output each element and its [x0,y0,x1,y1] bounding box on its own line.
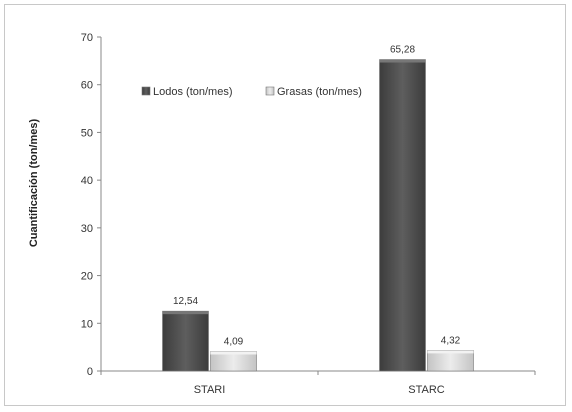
legend-label: Lodos (ton/mes) [153,86,232,98]
y-tick-label: 0 [87,366,93,378]
bar-cap [210,351,257,355]
y-tick-label: 60 [81,80,93,92]
y-tick-label: 40 [81,175,93,187]
y-tick-label: 70 [81,32,93,44]
bar-cap [379,59,426,63]
y-tick-label: 10 [81,318,93,330]
bars: 12,54 4,09 65,28 4,32 [162,45,474,372]
bar-lodos-stari [162,310,209,372]
bar-chart: Cuantificación (ton/mes) 0 10 20 30 40 50 60 70… [28,32,536,396]
x-tick-label: STARI [194,384,226,396]
bar-cap [162,311,209,315]
data-label: 4,09 [224,336,244,347]
y-tick-label: 30 [81,223,93,235]
bar-grasas-starc [427,350,474,372]
legend: Lodos (ton/mes) Grasas (ton/mes) [141,86,362,98]
y-tick-label: 20 [81,271,93,283]
legend-swatch [141,86,151,96]
x-tick-label: STARC [408,384,445,396]
bar-lodos-starc [379,59,426,372]
data-label: 4,32 [441,335,461,346]
legend-swatch [265,86,275,96]
y-axis-label: Cuantificación (ton/mes) [28,118,40,247]
data-label: 12,54 [173,296,198,307]
chart-frame: Cuantificación (ton/mes) 0 10 20 30 40 50 60 70… [4,4,566,406]
legend-label: Grasas (ton/mes) [277,86,362,98]
data-label: 65,28 [390,45,415,56]
bar-cap [427,350,474,354]
y-tick-label: 50 [81,127,93,139]
